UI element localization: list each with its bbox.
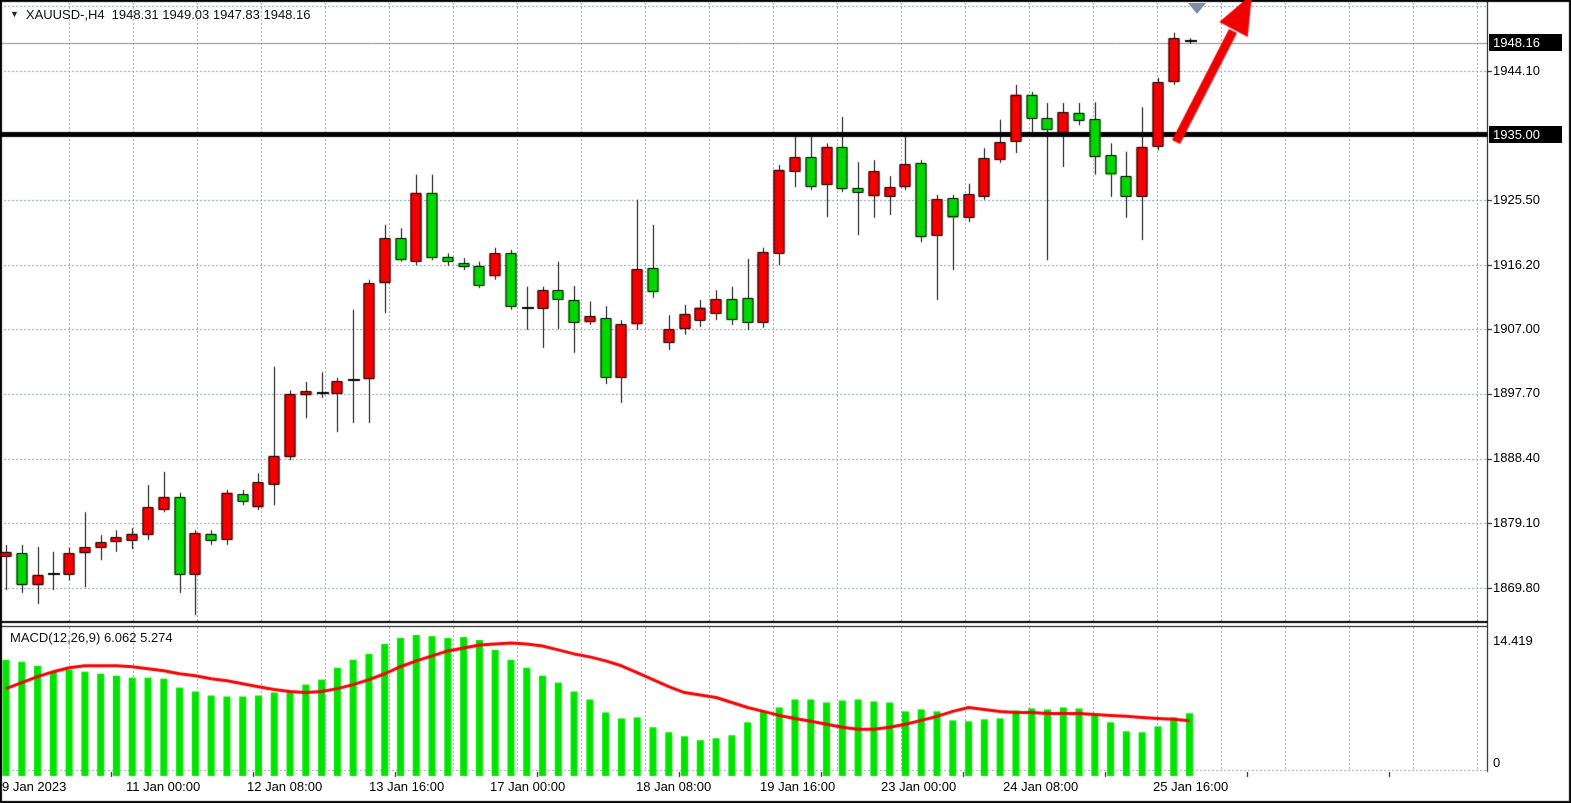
macd-indicator-readout: MACD(12,26,9) 6.062 5.274 (10, 630, 173, 645)
price-label: 1879.10 (1493, 515, 1540, 530)
symbol-period-label: XAUUSD-,H4 (25, 6, 105, 22)
macd-signal-value: 5.274 (140, 630, 173, 645)
time-label: 19 Jan 16:00 (760, 779, 836, 794)
time-label: 11 Jan 00:00 (126, 779, 201, 794)
price-label-highlighted: 1935.00 (1489, 126, 1562, 143)
macd-axis-label: 0 (1493, 755, 1501, 770)
price-label: 1897.70 (1493, 385, 1540, 400)
time-label: 9 Jan 2023 (2, 779, 67, 794)
time-label: 25 Jan 16:00 (1153, 779, 1229, 794)
macd-value: 6.062 (103, 630, 137, 645)
time-label: 12 Jan 08:00 (247, 779, 323, 794)
macd-axis-label: 14.419 (1493, 633, 1533, 648)
time-label: 18 Jan 08:00 (636, 779, 712, 794)
macd-label: MACD(12,26,9) (10, 630, 101, 645)
price-label: 1925.50 (1493, 192, 1540, 207)
time-label: 13 Jan 16:00 (369, 779, 445, 794)
symbol-dropdown-icon[interactable]: ▼ (10, 9, 19, 19)
chart-header: ▼ XAUUSD-,H4 1948.31 1949.03 1947.83 194… (10, 6, 310, 22)
price-label: 1869.80 (1493, 580, 1540, 595)
time-label: 24 Jan 08:00 (1003, 779, 1079, 794)
time-label: 17 Jan 00:00 (490, 779, 566, 794)
price-label: 1907.00 (1493, 321, 1540, 336)
price-label-highlighted: 1948.16 (1489, 34, 1562, 51)
price-label: 1916.20 (1493, 257, 1540, 272)
ohlc-readout: 1948.31 1949.03 1947.83 1948.16 (111, 6, 311, 22)
scroll-to-end-marker-icon[interactable] (1188, 3, 1206, 14)
time-label: 23 Jan 00:00 (881, 779, 957, 794)
price-label: 1944.10 (1493, 63, 1540, 78)
price-label: 1888.40 (1493, 450, 1540, 465)
